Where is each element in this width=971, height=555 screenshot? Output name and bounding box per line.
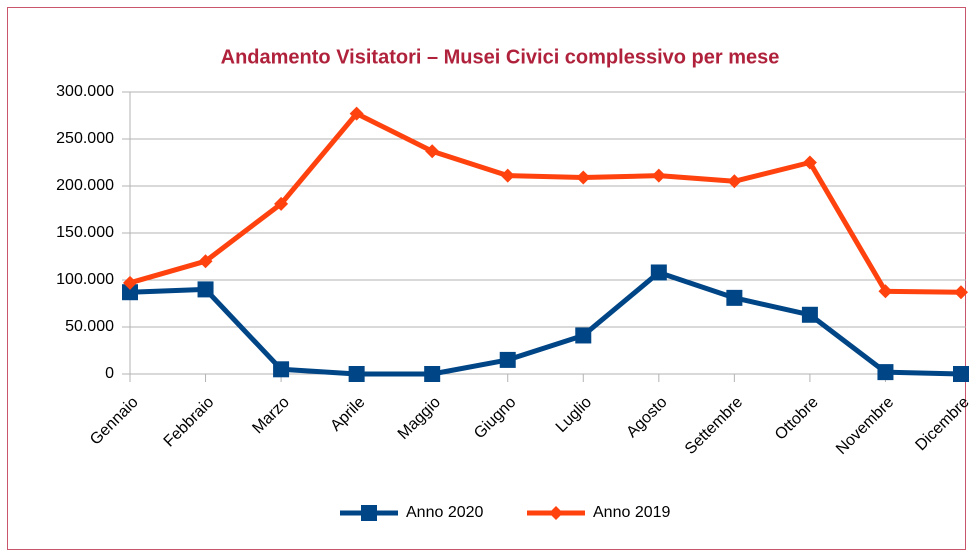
series-marker	[198, 254, 213, 269]
chart-title: Andamento Visitatori – Musei Civici comp…	[221, 46, 780, 68]
series-marker	[197, 281, 214, 298]
series-marker	[878, 284, 893, 299]
legend-label: Anno 2019	[593, 504, 671, 521]
y-tick-label: 150.000	[56, 224, 114, 241]
series-marker	[953, 366, 969, 382]
series-marker	[273, 361, 290, 378]
legend-marker	[361, 505, 377, 521]
series-marker	[349, 106, 364, 121]
y-tick-label: 300.000	[56, 83, 114, 100]
series-marker	[500, 168, 515, 183]
series-line	[129, 269, 962, 377]
y-tick-label: 0	[105, 365, 114, 382]
series-marker	[802, 155, 817, 170]
series-marker	[575, 327, 592, 344]
series-marker	[274, 196, 289, 211]
series-marker	[499, 351, 516, 368]
legend-label: Anno 2020	[406, 504, 484, 521]
y-tick-label: 200.000	[56, 177, 114, 194]
series-marker	[123, 275, 137, 290]
series-marker	[954, 285, 968, 300]
chart-border	[7, 7, 966, 550]
legend-marker	[549, 506, 563, 520]
y-tick-label: 100.000	[56, 271, 114, 288]
series-marker	[425, 144, 440, 159]
series-marker	[801, 306, 818, 323]
series-marker	[877, 364, 894, 381]
series-marker	[576, 170, 591, 185]
series-marker	[726, 289, 743, 306]
series-line	[129, 111, 962, 295]
y-tick-label: 50.000	[65, 318, 114, 335]
series-marker	[348, 366, 365, 382]
y-tick-label: 250.000	[56, 130, 114, 147]
series-marker	[650, 264, 667, 281]
series-marker	[651, 168, 666, 183]
series-marker	[122, 284, 138, 301]
series-marker	[424, 366, 441, 382]
series-marker	[727, 174, 742, 189]
